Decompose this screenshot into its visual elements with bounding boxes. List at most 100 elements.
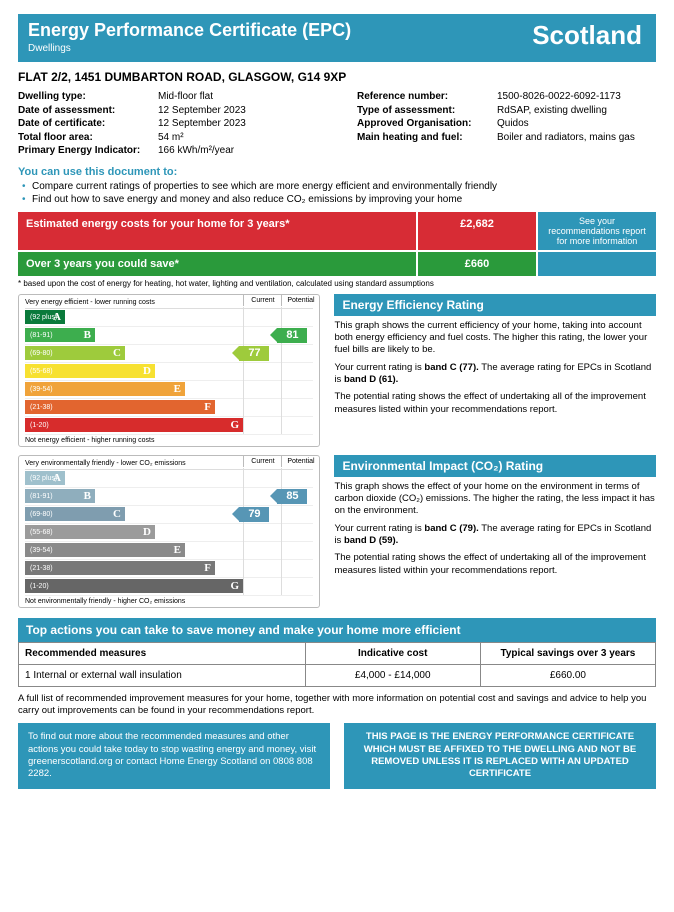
bottom-boxes: To find out more about the recommended m… — [18, 723, 656, 788]
header: Energy Performance Certificate (EPC) Dwe… — [18, 14, 656, 62]
use-bullet: Compare current ratings of properties to… — [22, 180, 656, 193]
detail-value: Mid-floor flat — [158, 90, 317, 104]
detail-value: 12 September 2023 — [158, 117, 317, 131]
detail-label: Total floor area: — [18, 131, 158, 145]
detail-value: 1500-8026-0022-6092-1173 — [497, 90, 656, 104]
band-range: (92 plus) — [28, 314, 58, 321]
detail-value: Boiler and radiators, mains gas — [497, 131, 656, 145]
detail-value: RdSAP, existing dwelling — [497, 104, 656, 118]
band-range: (55-68) — [28, 368, 58, 375]
band-letter: G — [230, 580, 239, 592]
cost-sidebox-2 — [536, 252, 656, 276]
col-current-env: Current — [243, 456, 281, 467]
cost-save-value: £660 — [416, 252, 536, 276]
band-letter: D — [143, 526, 151, 538]
detail-label: Reference number: — [357, 90, 497, 104]
chart-col-headers-env: Current Potential — [243, 456, 319, 467]
use-heading: You can use this document to: — [18, 166, 656, 178]
band-letter: C — [113, 347, 121, 359]
cost-save-label: Over 3 years you could save* — [18, 252, 416, 276]
actions-row: 1 Internal or external wall insulation£4… — [19, 664, 656, 686]
detail-row: Reference number:1500-8026-0022-6092-117… — [357, 90, 656, 104]
band-range: (69-80) — [28, 350, 58, 357]
cost-sidebox: See your recommendations report for more… — [536, 212, 656, 250]
doc-title: Energy Performance Certificate (EPC) — [28, 20, 351, 41]
property-details: Dwelling type:Mid-floor flatDate of asse… — [18, 90, 656, 158]
bottom-left-box: To find out more about the recommended m… — [18, 723, 330, 788]
band-range: (39-54) — [28, 386, 58, 393]
band-letter: B — [84, 490, 91, 502]
current-marker: 77 — [239, 346, 269, 361]
actions-header: Recommended measures — [19, 642, 306, 664]
bottom-right-box: THIS PAGE IS THE ENERGY PERFORMANCE CERT… — [344, 723, 656, 788]
detail-value: 54 m² — [158, 131, 317, 145]
band-range: (81-91) — [28, 493, 58, 500]
band-letter: C — [113, 508, 121, 520]
env-bottom-caption: Not environmentally friendly - higher CO… — [25, 598, 313, 605]
actions-cell: 1 Internal or external wall insulation — [19, 664, 306, 686]
detail-row: Primary Energy Indicator:166 kWh/m²/year — [18, 144, 317, 158]
eff-p2: Your current rating is band C (77). The … — [334, 362, 656, 387]
actions-cell: £660.00 — [480, 664, 655, 686]
detail-row: Total floor area:54 m² — [18, 131, 317, 145]
band-letter: F — [204, 401, 211, 413]
band-range: (55-68) — [28, 529, 58, 536]
band-range: (69-80) — [28, 511, 58, 518]
env-p1: This graph shows the effect of your home… — [334, 481, 656, 518]
header-left: Energy Performance Certificate (EPC) Dwe… — [28, 20, 351, 54]
eff-bottom-caption: Not energy efficient - higher running co… — [25, 437, 313, 444]
cost-estimated-label: Estimated energy costs for your home for… — [18, 212, 416, 250]
cost-row-estimated: Estimated energy costs for your home for… — [18, 212, 656, 250]
band-letter: B — [84, 329, 91, 341]
band-range: (39-54) — [28, 547, 58, 554]
env-p3: The potential rating shows the effect of… — [334, 552, 656, 577]
actions-header-row: Recommended measuresIndicative costTypic… — [19, 642, 656, 664]
use-bullet: Find out how to save energy and money an… — [22, 193, 656, 206]
detail-label: Main heating and fuel: — [357, 131, 497, 145]
detail-label: Dwelling type: — [18, 90, 158, 104]
eff-body: This graph shows the current efficiency … — [334, 320, 656, 416]
col-current: Current — [243, 295, 281, 306]
actions-title: Top actions you can take to save money a… — [18, 618, 656, 642]
potential-marker: 85 — [277, 489, 307, 504]
detail-label: Date of certificate: — [18, 117, 158, 131]
detail-row: Main heating and fuel:Boiler and radiato… — [357, 131, 656, 145]
detail-row: Date of certificate:12 September 2023 — [18, 117, 317, 131]
band-range: (21-38) — [28, 565, 58, 572]
detail-label: Approved Organisation: — [357, 117, 497, 131]
details-col-left: Dwelling type:Mid-floor flatDate of asse… — [18, 90, 317, 158]
efficiency-text: Energy Efficiency Rating This graph show… — [334, 294, 656, 447]
cost-footnote: * based upon the cost of energy for heat… — [18, 279, 656, 288]
efficiency-row: Current Potential Very energy efficient … — [18, 294, 656, 447]
col-potential-env: Potential — [281, 456, 319, 467]
environmental-row: Current Potential Very environmentally f… — [18, 455, 656, 608]
detail-row: Date of assessment:12 September 2023 — [18, 104, 317, 118]
detail-label: Type of assessment: — [357, 104, 497, 118]
detail-value: 12 September 2023 — [158, 104, 317, 118]
environmental-chart: Current Potential Very environmentally f… — [18, 455, 320, 608]
col-potential: Potential — [281, 295, 319, 306]
cost-row-save: Over 3 years you could save* £660 — [18, 252, 656, 276]
eff-p1: This graph shows the current efficiency … — [334, 320, 656, 357]
band-range: (21-38) — [28, 404, 58, 411]
environmental-text: Environmental Impact (CO₂) Rating This g… — [334, 455, 656, 608]
potential-marker: 81 — [277, 328, 307, 343]
actions-cell: £4,000 - £14,000 — [305, 664, 480, 686]
property-address: FLAT 2/2, 1451 DUMBARTON ROAD, GLASGOW, … — [18, 70, 656, 84]
detail-label: Date of assessment: — [18, 104, 158, 118]
actions-header: Indicative cost — [305, 642, 480, 664]
band-letter: D — [143, 365, 151, 377]
detail-value: 166 kWh/m²/year — [158, 144, 317, 158]
region-label: Scotland — [532, 20, 646, 51]
band-letter: E — [174, 383, 181, 395]
eff-title: Energy Efficiency Rating — [334, 294, 656, 316]
detail-row: Type of assessment:RdSAP, existing dwell… — [357, 104, 656, 118]
efficiency-chart: Current Potential Very energy efficient … — [18, 294, 320, 447]
detail-label: Primary Energy Indicator: — [18, 144, 158, 158]
env-body: This graph shows the effect of your home… — [334, 481, 656, 577]
eff-p3: The potential rating shows the effect of… — [334, 391, 656, 416]
detail-row: Approved Organisation:Quidos — [357, 117, 656, 131]
epc-page: Energy Performance Certificate (EPC) Dwe… — [0, 0, 674, 912]
doc-subtitle: Dwellings — [28, 43, 351, 54]
chart-col-headers: Current Potential — [243, 295, 319, 306]
